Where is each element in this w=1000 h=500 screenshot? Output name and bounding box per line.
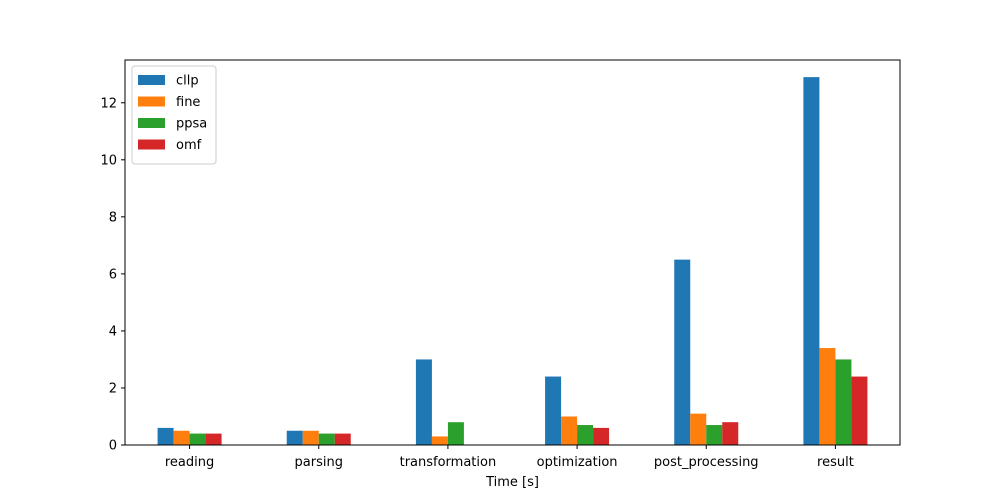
bar-fine-transformation bbox=[431, 436, 448, 445]
y-tick-label: 10 bbox=[100, 153, 117, 168]
bar-ppsa-optimization bbox=[577, 425, 594, 445]
bar-ppsa-result bbox=[835, 359, 852, 445]
legend-label-omf: omf bbox=[176, 138, 202, 153]
bar-omf-parsing bbox=[334, 433, 351, 445]
bar-ppsa-parsing bbox=[318, 433, 335, 445]
bar-omf-reading bbox=[205, 433, 222, 445]
bar-fine-optimization bbox=[561, 416, 578, 445]
bar-cllp-reading bbox=[157, 427, 174, 445]
y-tick-label: 0 bbox=[109, 439, 117, 454]
bars-layer bbox=[157, 77, 868, 445]
x-tick-label: result bbox=[817, 455, 854, 470]
plot-frame bbox=[124, 59, 901, 446]
x-tick-label: transformation bbox=[400, 455, 497, 470]
bar-cllp-transformation bbox=[415, 359, 432, 445]
bar-ppsa-reading bbox=[189, 433, 206, 445]
x-tick-label: optimization bbox=[537, 455, 618, 470]
bar-fine-reading bbox=[173, 430, 190, 445]
y-tick-label: 4 bbox=[109, 324, 117, 339]
legend-label-fine: fine bbox=[176, 95, 200, 110]
axes-layer: 0 2 4 6 8 10 12 reading parsing transformation opt… bbox=[100, 59, 901, 470]
bar-ppsa-transformation bbox=[447, 422, 464, 445]
y-tick-label: 12 bbox=[100, 96, 117, 111]
legend: cllp fine ppsa omf bbox=[131, 65, 217, 165]
legend-swatch-cllp bbox=[138, 75, 165, 85]
legend-label-ppsa: ppsa bbox=[176, 117, 207, 132]
y-tick-label: 6 bbox=[109, 267, 117, 282]
bar-cllp-parsing bbox=[286, 430, 303, 445]
bar-fine-parsing bbox=[302, 430, 319, 445]
bar-cllp-optimization bbox=[545, 376, 562, 445]
y-tick-label: 2 bbox=[109, 381, 117, 396]
x-axis-label: Time [s] bbox=[485, 475, 539, 490]
bar-ppsa-post_processing bbox=[706, 425, 723, 445]
bar-fine-result bbox=[819, 348, 836, 445]
bar-cllp-result bbox=[803, 77, 820, 445]
bar-omf-post_processing bbox=[722, 422, 739, 445]
legend-swatch-ppsa bbox=[138, 118, 165, 128]
bar-omf-optimization bbox=[593, 427, 610, 445]
bar-omf-result bbox=[851, 376, 868, 445]
legend-swatch-fine bbox=[138, 96, 165, 107]
x-tick-label: post_processing bbox=[654, 455, 759, 470]
x-tick-label: parsing bbox=[295, 455, 343, 470]
legend-label-cllp: cllp bbox=[176, 74, 199, 89]
bar-fine-post_processing bbox=[690, 413, 707, 445]
legend-swatch-omf bbox=[138, 139, 165, 150]
x-tick-label: reading bbox=[165, 455, 214, 470]
y-tick-label: 8 bbox=[109, 210, 117, 225]
bar-cllp-post_processing bbox=[674, 259, 691, 445]
